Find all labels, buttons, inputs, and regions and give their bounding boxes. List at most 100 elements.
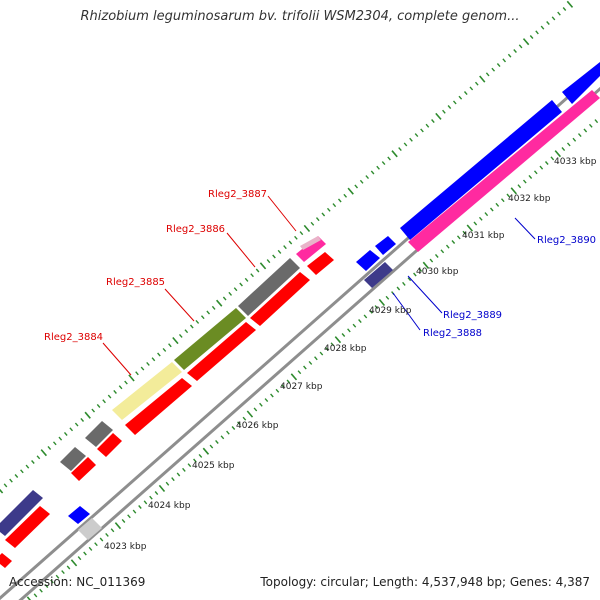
tick-mark xyxy=(387,156,391,161)
tick-mark xyxy=(502,58,507,63)
gene-feature-blue[interactable] xyxy=(400,100,562,240)
tick-label: 4025 kbp xyxy=(192,461,235,471)
tick-mark xyxy=(255,268,260,273)
tick-mark xyxy=(288,240,293,245)
tick-mark xyxy=(303,224,311,233)
gene-feature-pink[interactable] xyxy=(296,236,326,262)
gene-feature-pale[interactable] xyxy=(112,362,182,420)
gene-feature-blue[interactable] xyxy=(375,236,396,255)
tick-mark xyxy=(409,137,413,142)
gene-label[interactable]: Rleg2_3888 xyxy=(423,328,482,339)
tick-mark xyxy=(77,556,82,561)
tick-mark xyxy=(231,426,236,430)
tick-mark xyxy=(74,422,79,427)
tick-mark xyxy=(551,16,556,21)
gene-feature-red[interactable] xyxy=(5,506,50,548)
gene-feature-olive[interactable] xyxy=(174,308,246,370)
tick-mark xyxy=(259,402,263,407)
tick-mark xyxy=(158,484,166,493)
gene-feature-gray[interactable] xyxy=(238,258,300,316)
gene-feature-red[interactable] xyxy=(250,272,310,326)
tick-mark xyxy=(562,7,567,11)
tick-label: 4023 kbp xyxy=(104,542,147,552)
tick-mark xyxy=(283,245,287,250)
gene-label[interactable]: Rleg2_3887 xyxy=(208,189,267,200)
tick-mark xyxy=(52,441,57,446)
gene-feature-red[interactable] xyxy=(71,457,96,481)
gene-feature-pink-light[interactable] xyxy=(300,236,321,250)
tick-mark xyxy=(431,119,435,124)
tick-mark xyxy=(385,295,390,300)
tick-mark xyxy=(239,282,243,287)
tick-mark xyxy=(369,309,373,314)
tick-mark xyxy=(26,596,32,600)
gene-feature-gray[interactable] xyxy=(60,447,86,471)
label-leaders xyxy=(102,195,536,376)
tick-mark xyxy=(445,244,450,249)
gene-label[interactable]: Rleg2_3885 xyxy=(106,277,165,288)
tick-mark xyxy=(277,249,282,254)
gene-label[interactable]: Rleg2_3890 xyxy=(537,235,596,246)
gene-labels: Rleg2_3884 Rleg2_3885 Rleg2_3886 Rleg2_3… xyxy=(44,189,596,343)
tick-mark xyxy=(233,287,238,292)
tick-mark xyxy=(326,207,331,212)
tick-mark xyxy=(496,63,501,68)
tick-mark xyxy=(484,212,489,217)
gene-label[interactable]: Rleg2_3889 xyxy=(443,310,502,321)
tick-mark xyxy=(127,514,131,519)
genome-summary-text: Topology: circular; Length: 4,537,948 bp… xyxy=(260,575,590,589)
tick-mark xyxy=(33,593,38,598)
gene-label[interactable]: Rleg2_3886 xyxy=(166,224,225,235)
gene-feature-blue[interactable] xyxy=(68,506,90,524)
tick-mark xyxy=(40,449,48,457)
tick-mark xyxy=(162,347,167,352)
accession-text: Accession: NC_011369 xyxy=(9,575,146,589)
tick-mark xyxy=(376,165,380,170)
tick-mark xyxy=(70,559,78,567)
tick-mark xyxy=(347,328,351,333)
tick-mark xyxy=(176,472,181,477)
gene-feature-red[interactable] xyxy=(97,433,122,457)
tick-mark xyxy=(413,272,417,277)
tick-mark xyxy=(535,30,539,35)
gene-feature-blue[interactable] xyxy=(356,250,380,271)
tick-mark xyxy=(202,447,210,455)
tick-mark xyxy=(193,458,197,463)
tick-mark xyxy=(124,380,128,385)
tick-mark xyxy=(429,258,434,263)
tick-mark xyxy=(414,133,419,138)
tick-mark xyxy=(440,249,445,254)
tick-mark xyxy=(107,394,112,399)
tick-label: 4033 kbp xyxy=(554,157,597,167)
tick-mark xyxy=(182,467,186,472)
gene-feature-red[interactable] xyxy=(0,553,12,568)
gene-feature-red[interactable] xyxy=(307,252,334,275)
tick-mark xyxy=(447,105,452,110)
tick-mark xyxy=(275,388,280,393)
gene-label[interactable]: Rleg2_3884 xyxy=(44,332,103,343)
tick-mark xyxy=(517,184,522,189)
tick-mark xyxy=(102,399,106,404)
gene-feature-blue[interactable] xyxy=(562,62,600,104)
tick-mark xyxy=(209,444,214,449)
gene-feature-navy[interactable] xyxy=(0,490,43,536)
tick-mark xyxy=(321,212,326,217)
tick-marks-outer xyxy=(0,0,574,494)
tick-mark xyxy=(244,277,249,282)
tick-mark xyxy=(80,417,85,422)
tick-mark xyxy=(259,262,267,270)
tick-mark xyxy=(228,291,233,296)
tick-mark xyxy=(308,360,313,365)
gene-feature-red[interactable] xyxy=(125,378,192,435)
tick-mark xyxy=(577,133,582,138)
tick-mark xyxy=(478,216,483,221)
gene-feature-pink[interactable] xyxy=(408,90,600,252)
tick-mark xyxy=(510,187,518,195)
gene-feature-gray[interactable] xyxy=(85,421,113,447)
gene-feature-lightgray[interactable] xyxy=(78,518,102,540)
tick-mark xyxy=(557,11,561,16)
tick-mark xyxy=(540,25,545,30)
tick-mark xyxy=(178,333,183,338)
gene-feature-red[interactable] xyxy=(187,322,256,381)
gene-feature-navy[interactable] xyxy=(364,262,393,288)
